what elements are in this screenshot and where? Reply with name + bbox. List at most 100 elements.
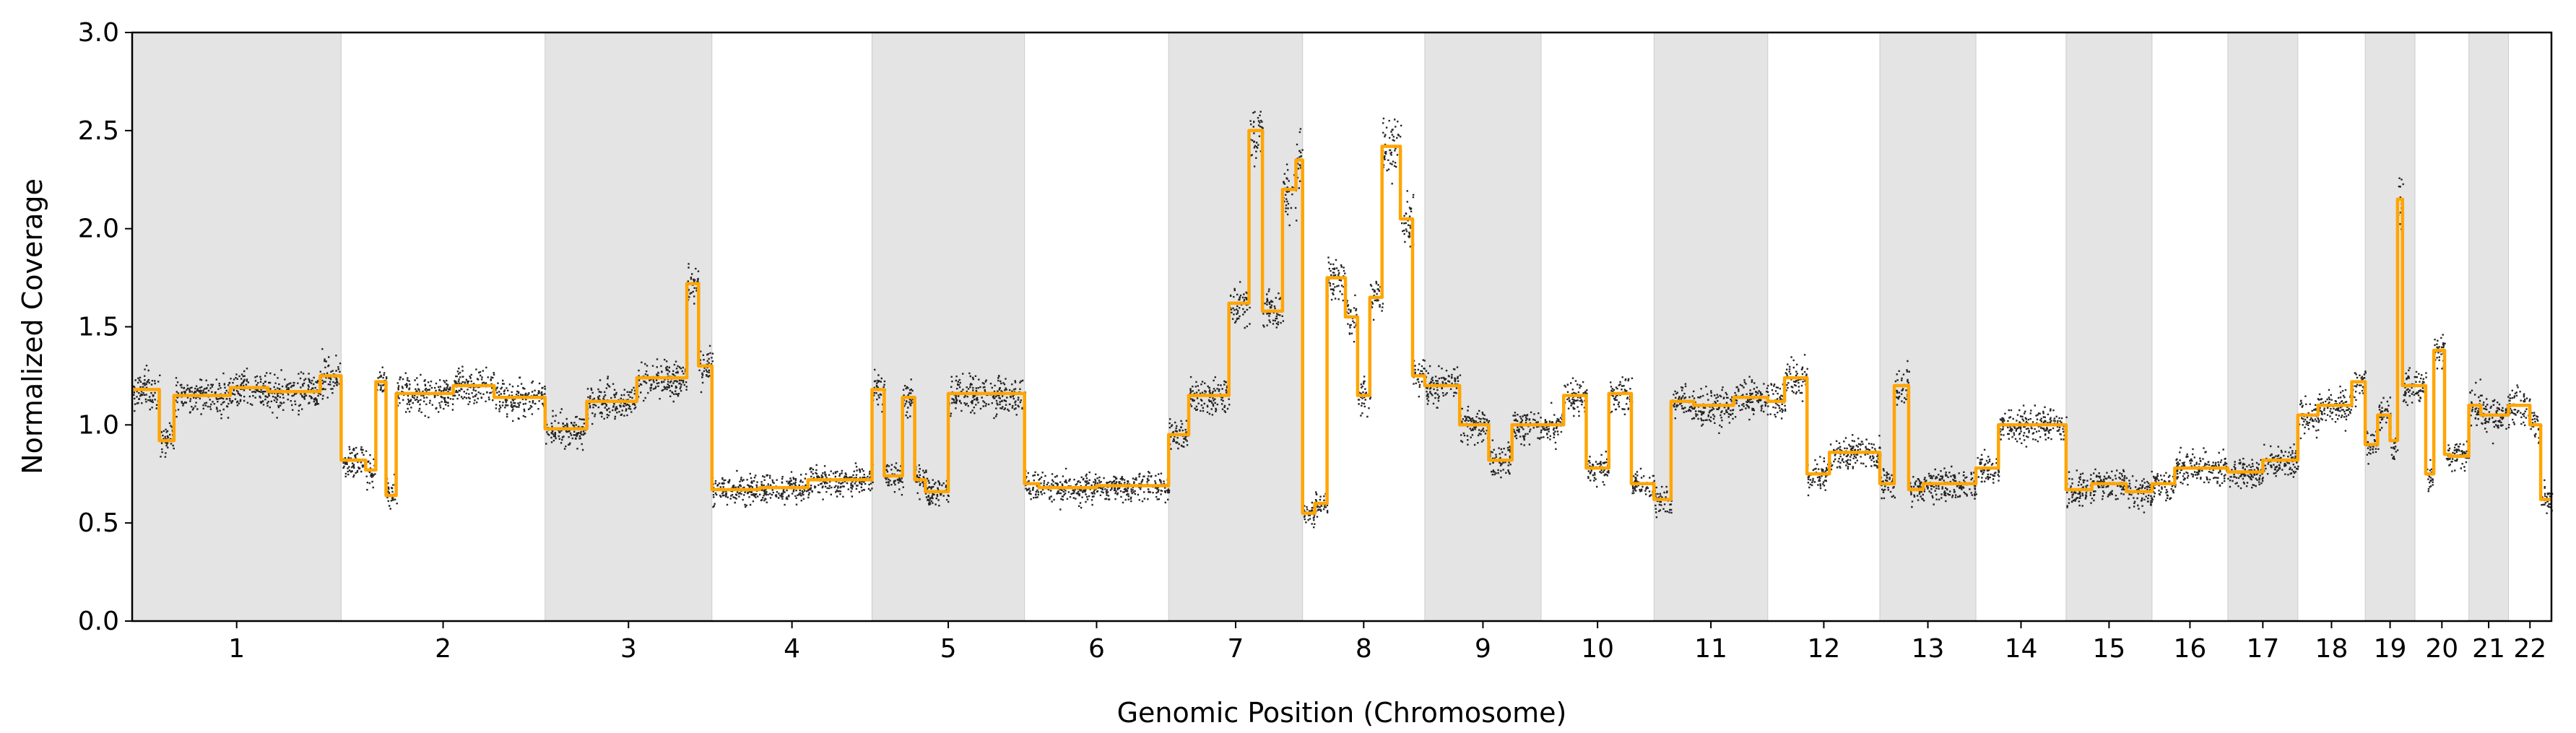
x-tick-label: 17 [2246, 634, 2279, 664]
coverage-point-cluster-chr18 [2298, 395, 2320, 440]
coverage-point-cluster-chr6 [1039, 467, 1098, 511]
chromosome-band-19 [2364, 32, 2416, 622]
y-axis-title: Normalized Coverage [17, 178, 48, 474]
x-tick-label: 15 [2093, 634, 2126, 664]
x-tick-label: 18 [2315, 634, 2349, 664]
coverage-point-cluster-chr10 [1631, 467, 1656, 498]
y-tick-label: 3.0 [78, 18, 119, 48]
x-tick-label: 20 [2425, 634, 2458, 664]
coverage-point-cluster-chr19 [2378, 396, 2392, 433]
coverage-point-cluster-chr3 [636, 358, 689, 403]
coverage-point-cluster-chr6 [1025, 469, 1040, 500]
coverage-point-cluster-chr1 [230, 368, 270, 407]
coverage-point-cluster-chr20 [2427, 459, 2436, 493]
x-tick-label: 12 [1808, 634, 1841, 664]
y-tick-label: 0.5 [78, 508, 119, 538]
coverage-point-cluster-chr4 [808, 462, 874, 500]
coverage-point-cluster-chr7 [1168, 418, 1190, 450]
chromosome-band-1 [131, 32, 342, 622]
chromosome-bands [131, 32, 2509, 622]
x-tick-label: 14 [2005, 634, 2038, 664]
coverage-point-cluster-chr5 [914, 464, 927, 500]
x-tick-label: 4 [784, 634, 800, 664]
coverage-point-cluster-chr11 [1694, 386, 1735, 434]
chromosome-band-7 [1168, 32, 1304, 622]
coverage-point-cluster-chr1 [268, 369, 322, 419]
coverage-point-cluster-chr22 [2530, 412, 2543, 444]
coverage-point-cluster-chr20 [2415, 370, 2427, 402]
x-tick-label: 5 [940, 634, 957, 664]
coverage-point-cluster-chr13 [1894, 360, 1910, 406]
x-tick-label: 8 [1356, 634, 1372, 664]
coverage-point-cluster-chr15 [2092, 468, 2128, 502]
x-tick-label: 1 [228, 634, 245, 664]
coverage-point-cluster-chr1 [174, 372, 232, 420]
x-tick-label: 2 [435, 634, 451, 664]
y-tick-label: 1.5 [78, 313, 119, 342]
coverage-point-cluster-chr9 [1460, 405, 1491, 446]
coverage-point-cluster-chr9 [1512, 411, 1543, 446]
coverage-point-cluster-chr15 [2066, 469, 2094, 508]
coverage-point-cluster-chr2 [495, 376, 546, 422]
coverage-point-cluster-chr13 [1923, 465, 1977, 506]
chromosome-band-17 [2227, 32, 2299, 622]
x-tick-label: 6 [1088, 634, 1105, 664]
coverage-point-cluster-chr19 [2398, 177, 2404, 230]
coverage-point-cluster-chr13 [1909, 476, 1925, 508]
coverage-point-cluster-chr7 [1283, 163, 1298, 227]
coverage-point-cluster-chr19 [2365, 430, 2380, 465]
plot-frame [131, 31, 2553, 623]
x-tick-label: 11 [1694, 634, 1727, 664]
chromosome-band-13 [1879, 32, 1977, 622]
y-tick-label: 0.0 [78, 607, 119, 636]
coverage-point-cluster-chr7 [1228, 281, 1251, 329]
y-tick-label: 2.5 [78, 116, 119, 146]
chromosome-band-21 [2468, 32, 2509, 622]
coverage-point-cluster-chr7 [1262, 288, 1285, 329]
coverage-point-cluster-chr12 [1784, 354, 1809, 402]
coverage-point-cluster-chr10 [1609, 376, 1634, 415]
x-tick-label: 10 [1581, 634, 1614, 664]
coverage-point-cluster-chr8 [1303, 501, 1316, 529]
chromosome-band-9 [1424, 32, 1542, 622]
chromosome-band-5 [871, 32, 1025, 622]
coverage-point-cluster-chr9 [1488, 439, 1512, 479]
coverage-point-cluster-chr1 [320, 348, 342, 400]
x-tick-label: 9 [1475, 634, 1491, 664]
x-axis-title: Genomic Position (Chromosome) [1117, 697, 1567, 729]
x-tick-label: 21 [2472, 634, 2505, 664]
x-tick-label: 16 [2174, 634, 2207, 664]
x-tick-label: 22 [2513, 634, 2546, 664]
x-tick-label: 13 [1912, 634, 1945, 664]
y-axis: 0.0 0.5 1.0 1.5 2.0 2.5 3.0 [78, 18, 132, 636]
chromosome-band-3 [545, 32, 713, 622]
y-tick-label: 2.0 [78, 214, 119, 244]
coverage-point-cluster-chr5 [948, 372, 1026, 420]
coverage-point-cluster-chr16 [2175, 446, 2229, 487]
coverage-point-cluster-chr2 [342, 446, 368, 478]
coverage-point-cluster-chr3 [687, 263, 701, 305]
coverage-point-cluster-chr18 [2351, 370, 2367, 407]
coverage-point-cluster-chr11 [1671, 383, 1696, 420]
coverage-point-cluster-chr18 [2338, 386, 2354, 432]
coverage-point-cluster-chr3 [586, 376, 638, 425]
coverage-point-cluster-chr2 [376, 366, 388, 393]
coverage-point-cluster-chr16 [2152, 472, 2177, 502]
x-tick-label: 7 [1228, 634, 1244, 664]
x-axis: 1 2 3 4 5 6 7 8 9 10 11 12 13 14 15 16 17 18 19 20 21 22 [228, 621, 2546, 664]
coverage-point-cluster-chr14 [1977, 448, 2000, 484]
coverage-point-cluster-chr10 [1541, 402, 1566, 450]
x-tick-label: 3 [620, 634, 637, 664]
coverage-point-cluster-chr8 [1327, 256, 1348, 302]
x-tick-label: 19 [2374, 634, 2407, 664]
coverage-point-cluster-chr12 [1829, 434, 1854, 471]
coverage-point-cluster-chr8 [1369, 280, 1384, 321]
coverage-point-cluster-chr2 [396, 372, 455, 419]
coverage-point-cluster-chr12 [1807, 456, 1831, 497]
chromosome-band-15 [2065, 32, 2153, 622]
coverage-point-cluster-chr21 [2481, 394, 2510, 445]
coverage-point-cluster-chr22 [2541, 479, 2554, 514]
coverage-point-cluster-chr4 [760, 471, 810, 506]
coverage-point-cluster-chr21 [2468, 378, 2483, 427]
